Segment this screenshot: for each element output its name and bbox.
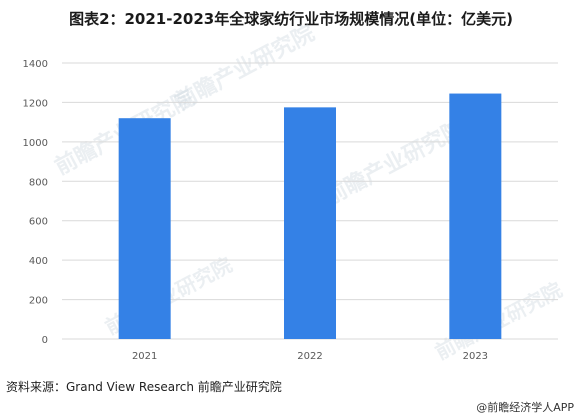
y-tick-label: 400	[29, 256, 48, 267]
x-tick-label: 2022	[297, 351, 322, 362]
credit-label: @前瞻经济学人APP	[476, 401, 574, 414]
x-tick-label: 2023	[463, 351, 488, 362]
watermark-text: 前瞻产业研究院	[321, 115, 469, 210]
bar-2022	[284, 107, 336, 339]
y-tick-label: 200	[29, 296, 48, 307]
x-tick-label: 2021	[132, 351, 157, 362]
y-tick-label: 600	[29, 217, 48, 228]
y-tick-label: 1200	[23, 98, 48, 109]
chart-title: 图表2：2021-2023年全球家纺行业市场规模情况(单位：亿美元)	[69, 10, 513, 28]
watermark-text: 前瞻产业研究院	[171, 20, 319, 115]
y-tick-label: 800	[29, 177, 48, 188]
y-axis-ticks: 0 200 400 600 800 1000 1200 1400	[23, 59, 48, 346]
bars	[118, 93, 502, 339]
source-note: 资料来源：Grand View Research 前瞻产业研究院	[6, 380, 282, 394]
bar-2023	[449, 93, 502, 339]
y-tick-label: 1000	[23, 138, 48, 149]
bar-2021	[118, 118, 171, 339]
y-tick-label: 0	[42, 335, 48, 346]
x-axis-ticks: 2021 2022 2023	[132, 351, 488, 362]
y-tick-label: 1400	[23, 59, 48, 70]
